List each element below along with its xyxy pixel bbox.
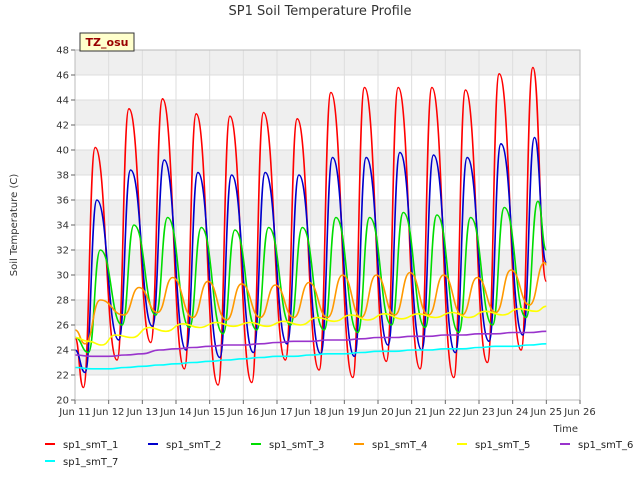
- y-tick-label: 26: [56, 321, 69, 332]
- legend: sp1_smT_1 sp1_smT_2 sp1_smT_3 sp1_smT_4 sp1_…: [45, 440, 633, 468]
- y-tick-label: 38: [56, 171, 69, 182]
- site-badge-label: TZ_osu: [86, 36, 129, 49]
- x-tick-label: Jun 19: [328, 407, 361, 418]
- x-axis-label: Time: [553, 424, 578, 435]
- y-tick-label: 42: [56, 121, 69, 132]
- y-axis-label: Soil Temperature (C): [9, 174, 20, 277]
- plot-band: [75, 50, 580, 75]
- x-tick-label: Jun 17: [260, 407, 293, 418]
- x-tick-label: Jun 13: [126, 407, 159, 418]
- y-tick-label: 32: [56, 246, 69, 257]
- x-tick-label: Jun 15: [193, 407, 226, 418]
- x-tick-label: Jun 12: [92, 407, 125, 418]
- x-tick-label: Jun 23: [462, 407, 495, 418]
- plot-band: [75, 75, 580, 100]
- series-line-sp1_smT_7: [75, 343, 547, 370]
- legend-label-sp1_smT_4: sp1_smT_4: [372, 440, 427, 451]
- legend-label-sp1_smT_3: sp1_smT_3: [269, 440, 324, 451]
- site-badge-box: [79, 32, 135, 52]
- x-tick-label: Jun 18: [294, 407, 327, 418]
- y-tick-label: 20: [56, 396, 69, 407]
- x-tick-label: Jun 16: [227, 407, 260, 418]
- x-tick-label: Jun 25: [530, 407, 563, 418]
- y-tick-label: 44: [56, 96, 69, 107]
- site-badge: TZ_osu: [79, 32, 135, 52]
- y-axis-ticks: 20 22 24 26 28 30 32 34 36 38 40 42 44 46 48: [56, 46, 75, 407]
- y-tick-label: 46: [56, 71, 69, 82]
- series-layer: [75, 66, 548, 389]
- legend-label-sp1_smT_1: sp1_smT_1: [63, 440, 118, 451]
- x-axis-ticks: Jun 11 Jun 12 Jun 13 Jun 14 Jun 15 Jun 16 Jun …: [58, 400, 596, 418]
- x-tick-label: Jun 21: [395, 407, 428, 418]
- series-line-sp1_smT_4: [75, 261, 547, 345]
- y-tick-label: 30: [56, 271, 69, 282]
- legend-label-sp1_smT_7: sp1_smT_7: [63, 457, 118, 468]
- legend-label-sp1_smT_5: sp1_smT_5: [475, 440, 530, 451]
- y-tick-label: 36: [56, 196, 69, 207]
- x-tick-label: Jun 26: [563, 407, 596, 418]
- series-line-sp1_smT_1: [75, 66, 548, 389]
- x-tick-label: Jun 20: [361, 407, 394, 418]
- y-tick-label: 40: [56, 146, 69, 157]
- legend-label-sp1_smT_2: sp1_smT_2: [166, 440, 221, 451]
- x-tick-label: Jun 14: [159, 407, 192, 418]
- y-tick-label: 24: [56, 346, 69, 357]
- x-tick-label: Jun 22: [429, 407, 462, 418]
- plot-band: [75, 175, 580, 200]
- series-line-sp1_smT_3: [75, 200, 548, 354]
- y-tick-label: 48: [56, 46, 69, 57]
- y-tick-label: 34: [56, 221, 69, 232]
- x-tick-label: Jun 11: [58, 407, 91, 418]
- series-line-sp1_smT_6: [75, 330, 547, 358]
- legend-label-sp1_smT_6: sp1_smT_6: [578, 440, 633, 451]
- x-tick-label: Jun 24: [496, 407, 529, 418]
- chart-title: SP1 Soil Temperature Profile: [229, 4, 412, 19]
- series-line-sp1_smT_5: [75, 305, 547, 346]
- plot-band: [75, 375, 580, 400]
- y-tick-label: 28: [56, 296, 69, 307]
- y-tick-label: 22: [56, 371, 69, 382]
